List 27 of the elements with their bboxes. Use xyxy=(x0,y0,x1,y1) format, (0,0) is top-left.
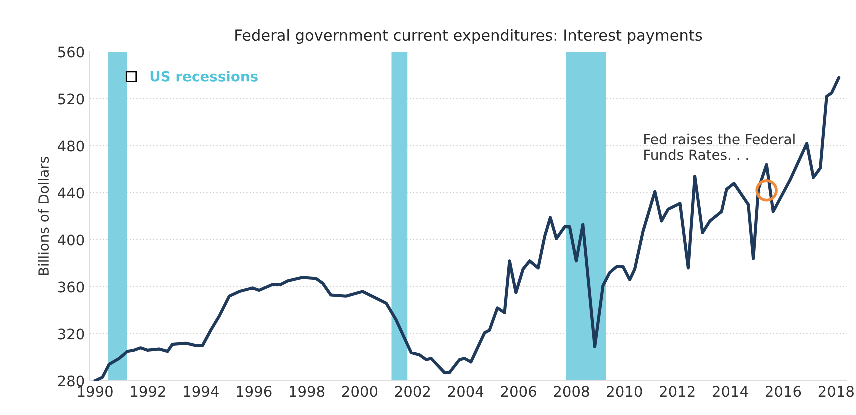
band-label: US recessions xyxy=(150,71,258,82)
x-tick-label: 1994 xyxy=(184,386,219,398)
y-axis-title: Billions of Dollars xyxy=(38,157,50,276)
x-tick-label: 2016 xyxy=(766,386,802,398)
x-tick-label: 2010 xyxy=(607,386,642,398)
x-tick-label: 2000 xyxy=(342,386,378,398)
y-tick-label: 520 xyxy=(58,94,84,105)
y-tick-label: 360 xyxy=(58,282,84,293)
y-tick-label: 280 xyxy=(58,376,84,387)
x-tick-label: 2018 xyxy=(818,386,854,398)
x-tick-label: 1998 xyxy=(290,386,325,398)
x-tick-label: 2008 xyxy=(554,386,590,398)
y-tick-label: 440 xyxy=(58,188,84,199)
y-tick-label: 320 xyxy=(58,328,84,340)
x-tick-label: 1990 xyxy=(78,386,113,398)
x-tick-label: 2014 xyxy=(713,386,748,398)
x-tick-label: 1992 xyxy=(131,386,166,398)
y-tick-label: 480 xyxy=(58,140,84,152)
x-tick-label: 2012 xyxy=(660,386,695,398)
x-tick-label: 1996 xyxy=(237,386,272,398)
chart-title: Federal government current expenditures: Interest payments xyxy=(236,29,702,44)
x-tick-label: 2006 xyxy=(501,386,536,398)
y-tick-label: 560 xyxy=(58,46,84,58)
x-tick-label: 2004 xyxy=(448,386,484,398)
y-tick-label: 400 xyxy=(58,234,84,246)
x-tick-label: 2002 xyxy=(395,386,430,398)
annotation: Fed raises the Federal Funds Rates. . . xyxy=(644,134,795,160)
